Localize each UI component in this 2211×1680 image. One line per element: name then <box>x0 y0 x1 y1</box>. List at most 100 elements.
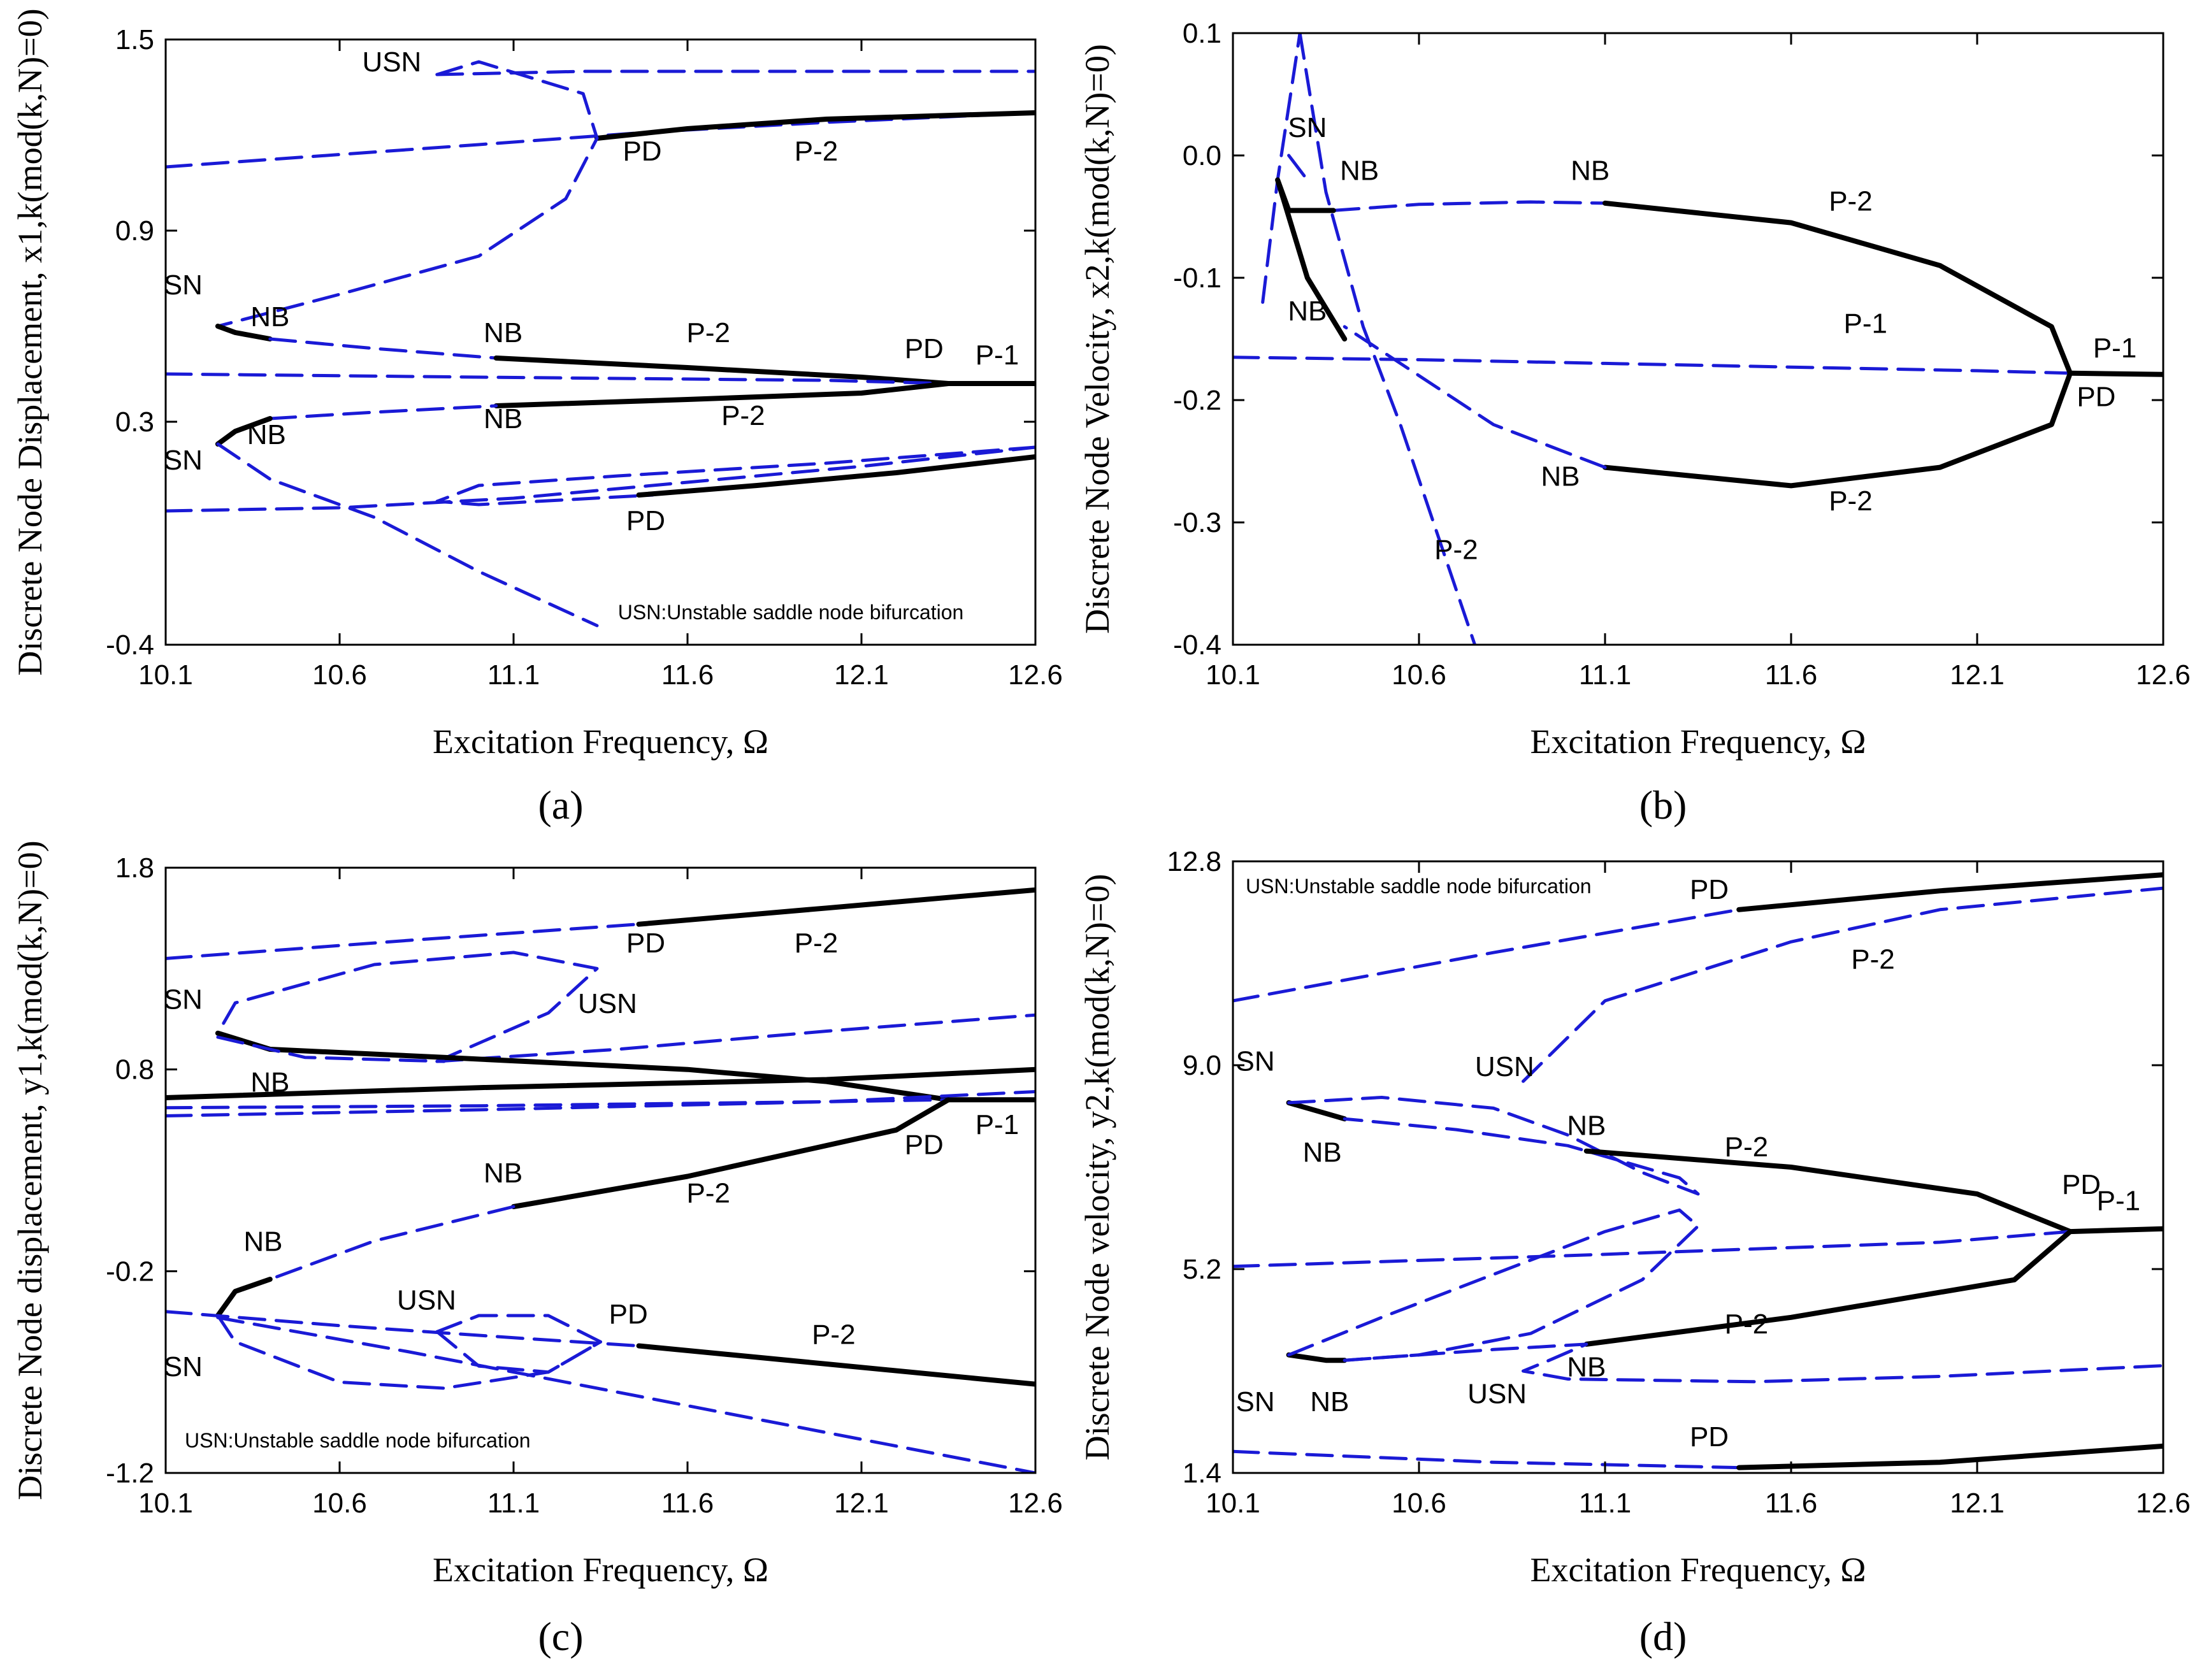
x-axis-title: Excitation Frequency, Ω <box>1530 1551 1866 1589</box>
x-tick-label: 12.1 <box>834 659 889 691</box>
series-line-upper-P2-dashed <box>435 1013 1035 1063</box>
series-line-lower-P2-dashed <box>1343 325 1607 470</box>
y-tick-label: -0.1 <box>1173 262 1221 294</box>
annotation-sn: SN <box>1288 112 1327 143</box>
x-tick-label: 11.6 <box>661 1488 714 1519</box>
series-line-P1-dashed-a <box>166 1090 1035 1117</box>
series-line-steep-left-dashed <box>1261 33 1302 304</box>
series-line-top-dashed <box>1233 908 1741 1003</box>
series-line-loop-upper <box>216 60 599 328</box>
series-line-upper-P2-dashed <box>1332 200 1607 212</box>
plot-frame <box>164 38 1037 646</box>
series-line-P1-dashed <box>1233 1230 2072 1268</box>
series-line-lower-P2-stable <box>1583 1229 2073 1347</box>
annotation-p-1: P-1 <box>976 340 1019 371</box>
annotation-pd: PD <box>626 928 665 959</box>
legend-note: USN:Unstable saddle node bifurcation <box>185 1429 531 1452</box>
x-tick-label: 11.1 <box>1579 659 1631 691</box>
y-tick-label: -0.2 <box>1173 385 1221 416</box>
series-line-top-stable <box>636 887 1035 927</box>
x-axis-title: Excitation Frequency, Ω <box>433 1551 768 1589</box>
x-tick-label: 10.6 <box>312 659 367 691</box>
series-line-upper-P2-stable <box>1602 200 2073 376</box>
x-tick-label: 12.6 <box>1008 1488 1063 1519</box>
annotation-pd: PD <box>1690 1421 1729 1453</box>
x-tick-label: 10.1 <box>1206 659 1260 691</box>
series-group <box>1233 872 2163 1470</box>
series-line-long-stable-line <box>166 1066 1035 1100</box>
annotation-nb: NB <box>484 1158 522 1189</box>
annotation-usn: USN <box>1467 1379 1527 1410</box>
y-tick-label: -1.2 <box>106 1458 154 1489</box>
series-line-SN-lower-stable <box>215 416 273 447</box>
annotation-p-2: P-2 <box>1725 1131 1768 1163</box>
series-line-lower-SN-stable <box>1286 1352 1348 1363</box>
series-line-lower-stable-line <box>636 1343 1035 1387</box>
series-line-lower-P2-dashed <box>268 1205 515 1281</box>
annotation-p-2: P-2 <box>1829 485 1872 517</box>
panel-caption: (c) <box>538 1614 583 1659</box>
x-tick-label: 11.1 <box>487 1488 540 1519</box>
series-line-SN-lower-stable <box>215 1277 273 1318</box>
x-tick-label: 10.1 <box>138 659 193 691</box>
annotation-usn: USN <box>362 47 421 78</box>
annotation-sn: SN <box>164 984 203 1016</box>
x-tick-label: 11.6 <box>1765 659 1817 691</box>
y-tick-label: 0.1 <box>1183 18 1221 49</box>
x-tick-label: 12.1 <box>834 1488 889 1519</box>
y-tick-label: 1.4 <box>1183 1458 1221 1489</box>
annotation-pd: PD <box>623 136 661 167</box>
y-tick-label: 0.8 <box>115 1054 154 1086</box>
series-line-lower-P2-stable <box>511 1097 951 1209</box>
annotation-nb: NB <box>1567 1110 1606 1141</box>
series-group <box>166 887 1035 1473</box>
annotation-nb: NB <box>484 403 522 434</box>
series-line-USN-loop <box>435 1314 602 1374</box>
x-tick-label: 10.1 <box>138 1488 193 1519</box>
x-tick-label: 12.6 <box>2136 1488 2191 1519</box>
annotation-nb: NB <box>247 419 286 450</box>
annotation-sn: SN <box>164 269 203 301</box>
annotation-nb: NB <box>1571 155 1610 186</box>
series-line-upper-P2-dashed <box>1522 886 2163 1083</box>
x-tick-label: 12.1 <box>1950 1488 2005 1519</box>
y-tick-label: 5.2 <box>1183 1254 1221 1285</box>
annotation-p-2: P-2 <box>1829 185 1872 217</box>
legend-note: USN:Unstable saddle node bifurcation <box>1246 875 1592 898</box>
series-line-lower-loop-dashed <box>435 445 1035 506</box>
series-line-P1-unstable <box>166 372 950 385</box>
panel-a: 10.1 10.6 11.1 11.6 12.1 12.6 -0.4 0.3 0.9 1.5 Exc… <box>11 8 1063 828</box>
annotation-sn: SN <box>164 1351 203 1382</box>
annotation-pd: PD <box>2077 382 2115 413</box>
panel-d: 10.1 10.6 11.1 11.6 12.1 12.6 1.4 5.2 9.0 12.8 Exc… <box>1078 846 2191 1659</box>
panel-caption: (a) <box>538 782 583 828</box>
series-line-lower-P2-stable <box>1602 370 2073 489</box>
annotation-p-2: P-2 <box>795 136 838 167</box>
annotation-nb: NB <box>484 317 522 348</box>
annotation-nb: NB <box>1310 1386 1349 1418</box>
annotation-nb: NB <box>1288 296 1327 327</box>
series-line-upper-loop-dashed <box>216 951 599 1063</box>
series-group <box>1233 33 2163 645</box>
y-tick-label: 12.8 <box>1167 846 1221 877</box>
series-line-lower-P2-mid-stable <box>493 381 951 408</box>
series-line-mid-P2-stable <box>1583 1148 2073 1235</box>
annotation-p-2: P-2 <box>1851 944 1894 975</box>
annotation-nb: NB <box>1303 1137 1342 1168</box>
series-line-lower-NB-dashed <box>268 404 498 420</box>
y-axis-title: Discrete Node velocity, y2,k(mod(k,N)=0) <box>1078 874 1116 1461</box>
series-line-upper-SN-dashed <box>1287 1096 1700 1196</box>
annotation-nb: NB <box>250 1067 289 1098</box>
series-line-lower-of-SN-dashed <box>216 1035 446 1063</box>
x-tick-label: 12.6 <box>1008 659 1063 691</box>
x-tick-label: 11.1 <box>487 659 540 691</box>
x-tick-label: 10.6 <box>1392 659 1446 691</box>
x-axis-title: Excitation Frequency, Ω <box>1530 722 1866 761</box>
series-line-NB-to-NB-dashed <box>268 337 498 360</box>
x-tick-label: 11.6 <box>1765 1488 1817 1519</box>
legend-note: USN:Unstable saddle node bifurcation <box>618 601 964 624</box>
annotation-pd: PD <box>1690 874 1729 905</box>
plot-frame <box>1232 32 2164 646</box>
panel-b: 10.1 10.6 11.1 11.6 12.1 12.6 -0.4 -0.3 -0.2 -0.1… <box>1078 18 2191 828</box>
series-group <box>166 60 1035 628</box>
